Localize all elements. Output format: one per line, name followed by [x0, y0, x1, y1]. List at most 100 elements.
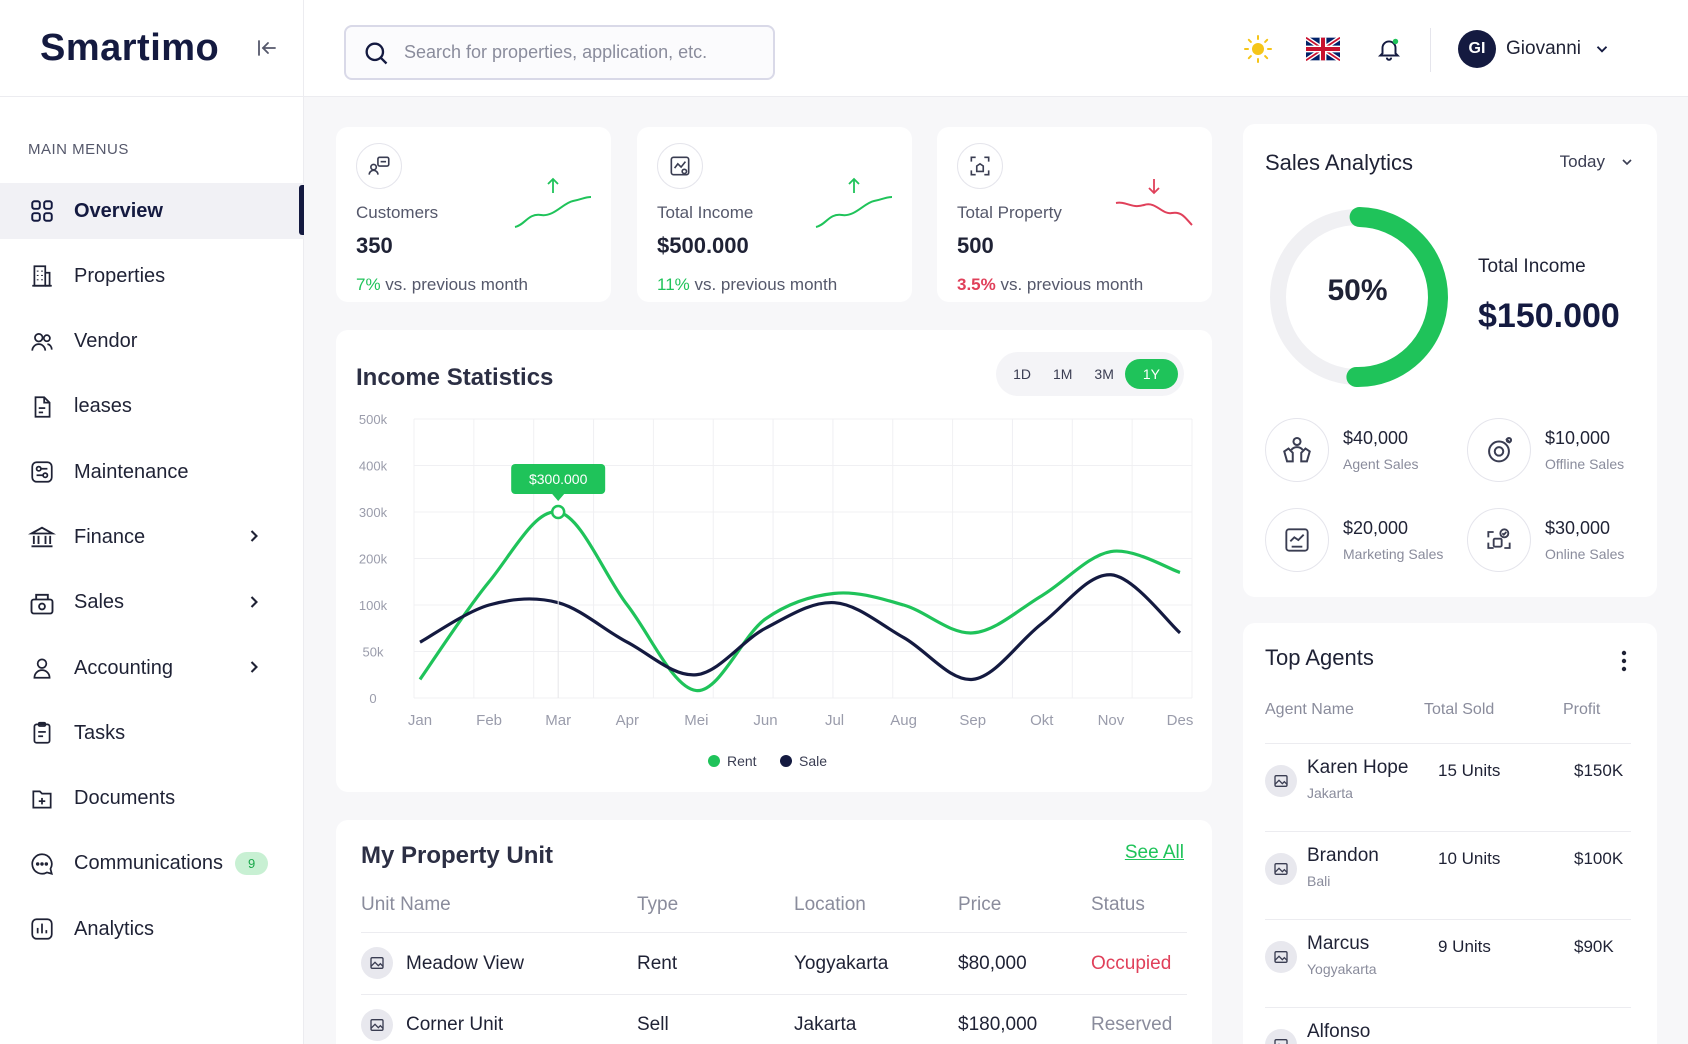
donut-progress-arc: [1346, 207, 1448, 387]
sidebar-item-maintenance[interactable]: Maintenance: [0, 444, 304, 500]
app-logo[interactable]: Smartimo: [40, 26, 220, 69]
sidebar-item-communications[interactable]: Communications 9: [0, 836, 304, 892]
sidebar-item-accounting[interactable]: Accounting: [0, 640, 304, 696]
unit-price: $180,000: [958, 1014, 1038, 1035]
divider: [361, 932, 1187, 933]
handshake-icon: [1265, 418, 1329, 482]
x-tick-label: Des: [1167, 712, 1194, 729]
image-chart-icon: [1265, 508, 1329, 572]
sidebar-item-label: Documents: [74, 787, 176, 810]
divider: [361, 994, 1187, 995]
agent-name[interactable]: Karen Hope: [1307, 757, 1409, 778]
unit-status: Reserved: [1091, 1014, 1173, 1035]
sidebar-item-analytics[interactable]: Analytics: [0, 901, 304, 957]
bell-icon[interactable]: [1372, 32, 1406, 66]
sale-caption: Online Sales: [1545, 546, 1625, 562]
sun-icon[interactable]: [1241, 32, 1275, 66]
file-plus-icon: [28, 785, 56, 813]
sidebar-item-label: Finance: [74, 525, 146, 548]
stat-change-percent: 11%: [657, 275, 690, 294]
y-tick-label: 50k: [363, 645, 384, 660]
column-header-agent-name: Agent Name: [1265, 701, 1354, 718]
x-tick-label: Aug: [890, 712, 917, 729]
uk-flag-icon[interactable]: [1306, 32, 1340, 66]
stat-label: Customers: [356, 203, 439, 222]
sidebar-item-label: Vendor: [74, 330, 138, 353]
stat-value: $500.000: [657, 233, 749, 258]
chevron-down-icon: [1622, 159, 1632, 166]
x-tick-label: Jun: [753, 712, 777, 729]
image-icon: [1265, 765, 1297, 797]
column-header-unit-name[interactable]: Unit Name: [361, 894, 451, 915]
agent-name[interactable]: Brandon: [1307, 845, 1379, 866]
period-select[interactable]: Today: [1560, 152, 1635, 172]
agent-name[interactable]: Marcus: [1307, 933, 1370, 954]
user-menu[interactable]: GI Giovanni: [1458, 30, 1611, 68]
sidebar-item-finance[interactable]: Finance: [0, 509, 304, 565]
stat-change-percent: 7%: [356, 275, 381, 294]
total-income-label: Total Income: [1478, 256, 1586, 277]
sales-donut: [1270, 207, 1448, 387]
x-tick-label: Sep: [959, 712, 986, 729]
more-options-icon[interactable]: [1621, 649, 1627, 673]
trend-down-sparkline: [1115, 179, 1193, 226]
column-header-type[interactable]: Type: [637, 894, 679, 915]
see-all-link[interactable]: See All: [1124, 842, 1184, 863]
divider: [1265, 919, 1631, 920]
column-header-profit: Profit: [1563, 701, 1601, 718]
y-tick-label: 500k: [359, 412, 388, 427]
cash-register-icon: [28, 589, 56, 617]
sidebar-item-documents[interactable]: Documents: [0, 771, 304, 827]
wrench-icon: [28, 458, 56, 486]
stat-change-text: vs. previous month: [995, 275, 1144, 294]
trend-up-sparkline: [815, 177, 893, 228]
range-tab-1m[interactable]: 1M: [1052, 366, 1073, 382]
x-tick-label: Mei: [684, 712, 708, 729]
unit-price: $80,000: [958, 953, 1027, 974]
sidebar-item-leases[interactable]: leases: [0, 379, 304, 435]
column-header-location[interactable]: Location: [794, 894, 866, 915]
unit-name[interactable]: Meadow View: [406, 953, 524, 974]
total-income-value: $150.000: [1478, 297, 1620, 335]
property-unit-card: My Property Unit See All Unit Name Type …: [336, 820, 1212, 1044]
agent-total-sold: 10 Units: [1438, 849, 1501, 868]
income-statistics-card: 0 50k 100k 200k 300k 400k 500k Jan Feb Mar Apr Mei J…: [336, 330, 1212, 792]
range-tab-1d[interactable]: 1D: [1013, 366, 1031, 382]
range-tab-1y[interactable]: 1Y: [1124, 359, 1178, 389]
shapes-icon: [1467, 508, 1531, 572]
menu-title: MAIN MENUS: [28, 141, 129, 158]
agent-name[interactable]: Alfonso: [1307, 1021, 1371, 1042]
search-input[interactable]: [404, 42, 764, 63]
sidebar-item-sales[interactable]: Sales: [0, 575, 304, 631]
sidebar-item-properties[interactable]: Properties: [0, 248, 304, 304]
range-tab-3m[interactable]: 3M: [1094, 366, 1114, 382]
search-box[interactable]: [344, 25, 775, 80]
agent-total-sold: 15 Units: [1438, 761, 1501, 780]
x-tick-label: Jul: [825, 712, 844, 729]
period-label: Today: [1559, 152, 1605, 171]
column-header-price[interactable]: Price: [958, 894, 1002, 915]
image-icon: [361, 947, 393, 979]
image-icon: [1265, 1029, 1297, 1044]
column-header-status[interactable]: Status: [1091, 894, 1145, 915]
bar-chart-icon: [28, 915, 56, 943]
top-agents-card: Top Agents Agent Name Total Sold Profit …: [1243, 623, 1657, 1044]
sidebar-item-vendor[interactable]: Vendor: [0, 314, 304, 370]
image-icon: [361, 1009, 393, 1041]
x-tick-label: Jan: [408, 712, 432, 729]
y-tick-label: 0: [369, 691, 376, 706]
sidebar-item-overview[interactable]: Overview: [0, 183, 304, 239]
logo-area: Smartimo: [0, 0, 303, 97]
x-tick-label: Apr: [616, 712, 639, 729]
collapse-sidebar-icon[interactable]: [255, 36, 279, 60]
highlight-point: [550, 504, 566, 520]
sidebar-item-label: Analytics: [74, 917, 155, 940]
sidebar-item-tasks[interactable]: Tasks: [0, 705, 304, 761]
stat-change: 7% vs. previous month: [356, 275, 528, 295]
legend-dot-sale: [780, 755, 792, 767]
sidebar: Smartimo MAIN MENUS Overview Properties Ve…: [0, 0, 304, 1044]
column-header-total-sold: Total Sold: [1424, 701, 1495, 718]
x-tick-label: Okt: [1030, 712, 1054, 729]
unit-name[interactable]: Corner Unit: [406, 1014, 504, 1035]
chevron-down-icon: [1596, 46, 1608, 53]
